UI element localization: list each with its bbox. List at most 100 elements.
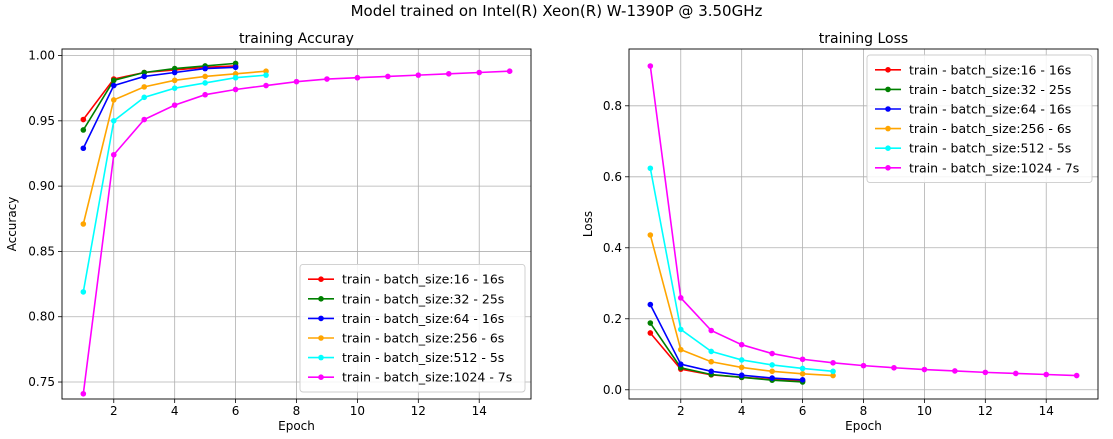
x-tick-label: 14: [472, 404, 487, 418]
data-point: [708, 358, 715, 365]
x-tick-label: 6: [799, 404, 807, 418]
data-point: [952, 368, 958, 374]
data-point: [110, 151, 117, 158]
legend-marker: [318, 374, 324, 381]
x-tick-label: 8: [860, 404, 868, 418]
y-tick-label: 0.80: [28, 310, 55, 324]
data-point: [769, 375, 775, 381]
legend-marker: [885, 165, 891, 171]
x-tick-label: 12: [978, 404, 993, 418]
y-tick-label: 0.2: [603, 312, 622, 326]
data-point: [263, 82, 269, 89]
data-point: [202, 73, 208, 80]
data-point: [647, 63, 654, 69]
data-point: [1073, 372, 1080, 379]
legend-marker: [885, 106, 891, 112]
legend-label: train - batch_size:512 - 5s: [909, 141, 1071, 156]
data-point: [506, 68, 513, 75]
y-tick-label: 0.95: [28, 114, 55, 128]
data-point: [354, 74, 361, 81]
data-point: [708, 348, 715, 355]
axes-frame: [61, 48, 532, 400]
data-point: [647, 330, 654, 336]
x-tick-label: 2: [677, 404, 685, 418]
legend-label: train - batch_size:256 - 6s: [909, 121, 1071, 136]
data-point: [677, 295, 684, 301]
legend-label: train - batch_size:1024 - 7s: [342, 370, 512, 385]
y-tick-label: 0.90: [28, 179, 55, 193]
data-point: [769, 362, 775, 368]
data-point: [110, 77, 117, 84]
data-point: [476, 69, 483, 76]
data-point: [1012, 370, 1019, 377]
data-point: [171, 102, 178, 108]
legend-label: train - batch_size:16 - 16s: [909, 62, 1071, 77]
legend-label: train - batch_size:64 - 16s: [342, 311, 504, 326]
legend-label: train - batch_size:1024 - 7s: [909, 160, 1079, 175]
data-point: [80, 390, 87, 397]
series-line-3: [649, 304, 803, 381]
legend-label: train - batch_size:16 - 16s: [342, 272, 504, 287]
legend-label: train - batch_size:256 - 6s: [342, 331, 504, 346]
data-point: [982, 369, 989, 376]
x-tick-label: 10: [350, 404, 365, 418]
figure-suptitle: Model trained on Intel(R) Xeon(R) W-1390…: [350, 2, 763, 20]
data-point: [415, 72, 422, 78]
data-point: [799, 370, 806, 377]
legend-marker: [885, 86, 891, 93]
data-point: [647, 320, 654, 326]
legend-marker: [318, 335, 324, 341]
data-point: [647, 165, 654, 172]
legend: train - batch_size:16 - 16s train - batch…: [299, 263, 526, 393]
chart-2: 2 4 6 8 10 12 14 0.0 0.2 0.4 0.6 0.8 training Loss Ep…: [581, 31, 1099, 433]
legend-marker: [885, 67, 891, 73]
data-point: [799, 356, 806, 363]
y-tick-label: 0.75: [28, 375, 55, 389]
series-line-3: [82, 66, 236, 149]
data-point: [202, 91, 208, 98]
data-point: [738, 341, 745, 348]
data-point: [141, 69, 148, 76]
data-point: [80, 145, 87, 152]
y-tick-label: 1.00: [28, 49, 55, 63]
legend-marker: [318, 296, 324, 302]
series-line-2: [649, 322, 803, 383]
data-point: [647, 301, 654, 308]
legend-marker: [885, 125, 891, 132]
data-point: [738, 357, 745, 363]
legend-marker: [885, 145, 891, 151]
legend: train - batch_size:16 - 16s train - batch…: [866, 54, 1093, 184]
x-tick-label: 12: [411, 404, 426, 418]
data-point: [769, 368, 775, 375]
data-point: [921, 366, 928, 373]
legend-label: train - batch_size:32 - 25s: [909, 82, 1071, 97]
y-tick-label: 0.4: [603, 241, 622, 255]
y-tick-label: 0.0: [603, 383, 622, 397]
legend-marker: [318, 315, 324, 322]
data-point: [141, 84, 148, 90]
data-point: [445, 71, 452, 77]
data-point: [232, 86, 239, 93]
data-point: [110, 118, 117, 124]
data-point: [232, 71, 239, 77]
x-tick-label: 8: [293, 404, 301, 418]
data-point: [647, 232, 654, 238]
x-tick-label: 14: [1039, 404, 1054, 418]
chart-1: 2 4 6 8 10 12 14 0.75 0.80 0.85 0.90 0.95 1.00 traini…: [5, 31, 532, 433]
axes-frame: [628, 48, 1099, 400]
data-point: [171, 77, 178, 84]
data-point: [141, 73, 148, 80]
data-point: [677, 326, 684, 333]
data-point: [141, 116, 148, 123]
data-point: [80, 127, 87, 133]
data-point: [232, 74, 239, 81]
chart-title: training Accuray: [239, 31, 354, 47]
data-point: [110, 97, 117, 103]
x-tick-label: 6: [232, 404, 240, 418]
legend-label: train - batch_size:32 - 25s: [342, 291, 504, 306]
data-point: [738, 372, 745, 379]
data-point: [202, 80, 208, 86]
data-point: [110, 82, 117, 89]
data-point: [677, 346, 684, 353]
